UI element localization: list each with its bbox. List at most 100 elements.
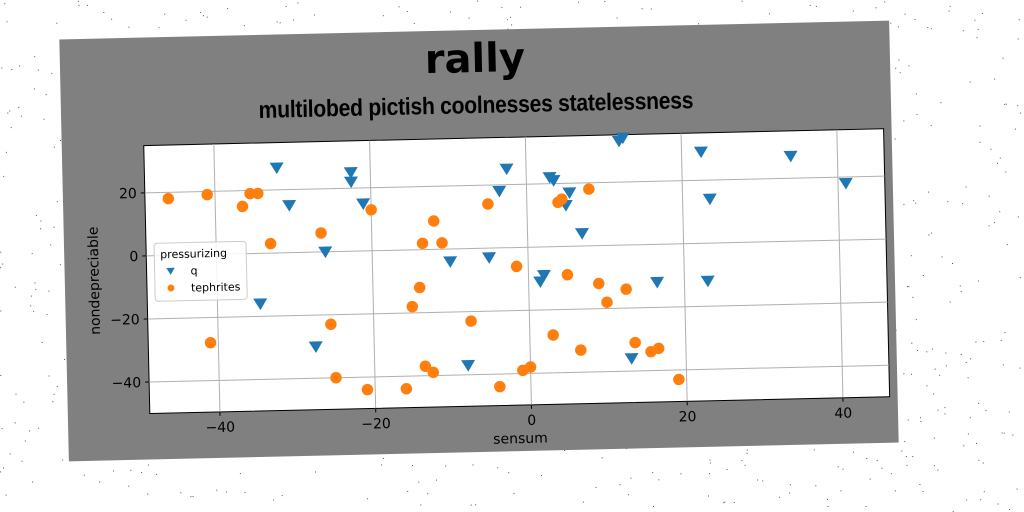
noise-dot — [113, 470, 114, 472]
noise-dot — [949, 301, 951, 303]
noise-dot — [976, 37, 978, 39]
noise-dot — [709, 462, 711, 464]
noise-dot — [726, 469, 728, 470]
noise-dot — [652, 472, 654, 474]
noise-dot — [367, 498, 369, 500]
noise-dot — [470, 504, 472, 506]
noise-dot — [508, 472, 510, 474]
x-tick-label: −40 — [205, 420, 235, 437]
noise-dot — [981, 12, 983, 14]
scatter-point-q — [650, 276, 665, 289]
noise-dot — [50, 244, 52, 246]
noise-dot — [30, 305, 32, 307]
noise-dot — [866, 458, 868, 459]
noise-dot — [227, 8, 229, 10]
noise-dot — [999, 211, 1001, 213]
scatter-point-tephrites — [204, 337, 217, 349]
noise-dot — [952, 263, 953, 264]
noise-dot — [945, 365, 947, 367]
noise-dot — [436, 479, 437, 481]
noise-dot — [852, 10, 854, 12]
noise-dot — [933, 437, 935, 439]
noise-dot — [746, 449, 748, 451]
noise-dot — [628, 494, 630, 496]
noise-dot — [978, 280, 979, 282]
noise-dot — [180, 492, 182, 494]
noise-dot — [890, 473, 892, 475]
noise-dot — [148, 464, 149, 466]
scatter-point-tephrites — [252, 187, 264, 200]
noise-dot — [931, 232, 933, 234]
noise-dot — [897, 26, 899, 28]
noise-dot — [53, 226, 55, 228]
noise-dot — [406, 11, 408, 12]
scatter-point-tephrites — [413, 281, 426, 294]
axis-ticks: −40 −20 0 20 40 −40 −20 0 20 — [110, 186, 852, 437]
scatter-point-tephrites — [583, 183, 595, 195]
scatter-point-q — [783, 150, 798, 163]
noise-dot — [842, 468, 844, 470]
noise-dot — [933, 465, 935, 467]
scatter-point-tephrites — [400, 383, 413, 395]
noise-dot — [914, 19, 916, 20]
noise-dot — [827, 506, 829, 507]
noise-dot — [20, 115, 22, 117]
noise-dot — [997, 503, 999, 505]
scatter-point-tephrites — [652, 342, 665, 355]
noise-dot — [969, 81, 971, 83]
noise-dot — [939, 374, 941, 376]
noise-dot — [1005, 103, 1007, 105]
noise-dot — [927, 27, 929, 28]
noise-dot — [244, 491, 246, 493]
noise-dot — [840, 490, 842, 492]
noise-dot — [963, 445, 965, 447]
noise-dot — [650, 8, 652, 10]
noise-dot — [949, 5, 951, 7]
noise-dot — [908, 65, 910, 67]
noise-dot — [56, 386, 58, 388]
noise-dot — [60, 140, 61, 141]
noise-dot — [407, 490, 409, 492]
noise-dot — [293, 19, 295, 21]
scatter-point-q — [356, 198, 371, 210]
scatter-point-tephrites — [482, 198, 494, 210]
scatter-point-q — [269, 162, 284, 175]
noise-dot — [56, 201, 58, 203]
noise-dot — [15, 393, 17, 395]
noise-dot — [314, 14, 315, 16]
scatter-point-q — [838, 177, 853, 190]
noise-dot — [35, 214, 37, 216]
noise-dot — [0, 267, 2, 269]
legend-label-q: q — [190, 264, 197, 277]
noise-dot — [21, 460, 23, 462]
noise-dot — [48, 375, 50, 377]
noise-dot — [6, 21, 8, 23]
noise-dot — [768, 13, 770, 15]
noise-dot — [382, 15, 384, 17]
noise-dot — [982, 462, 984, 464]
noise-dot — [506, 19, 508, 21]
noise-dot — [976, 442, 977, 444]
noise-dot — [988, 225, 990, 227]
noise-dot — [381, 464, 382, 466]
noise-dot — [10, 127, 12, 129]
noise-dot — [653, 505, 654, 507]
noise-dot — [904, 13, 906, 15]
noise-dot — [412, 465, 413, 466]
noise-dot — [32, 481, 34, 483]
noise-dot — [40, 228, 42, 230]
noise-dot — [46, 314, 48, 315]
noise-dot — [919, 484, 921, 485]
scatter-point-q — [546, 175, 561, 187]
noise-dot — [297, 2, 299, 4]
scatter-point-tephrites — [201, 188, 213, 201]
noise-dot — [185, 19, 187, 21]
noise-dot — [34, 282, 36, 284]
noise-dot — [815, 485, 817, 487]
noise-dot — [34, 88, 35, 90]
noise-dot — [52, 401, 54, 403]
noise-dot — [813, 449, 815, 451]
scatter-point-tephrites — [561, 268, 574, 281]
noise-dot — [276, 21, 278, 23]
legend-title: pressurizing — [160, 247, 227, 262]
